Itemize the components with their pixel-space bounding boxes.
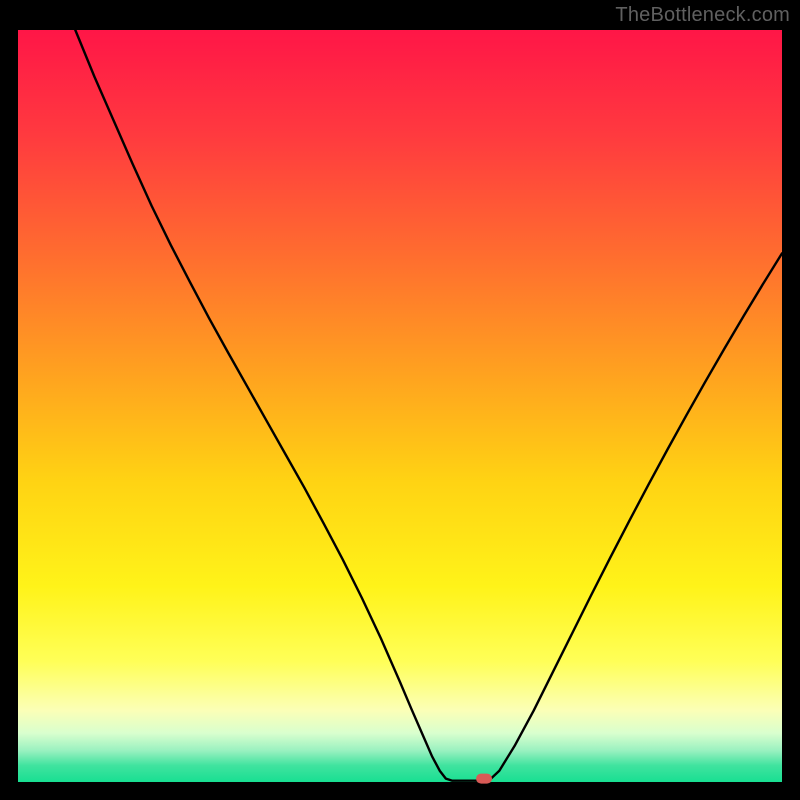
bottleneck-chart: [0, 0, 800, 800]
watermark-text: TheBottleneck.com: [615, 4, 790, 27]
plot-area: [18, 30, 782, 782]
chart-stage: TheBottleneck.com: [0, 0, 800, 800]
optimum-marker: [476, 774, 492, 784]
